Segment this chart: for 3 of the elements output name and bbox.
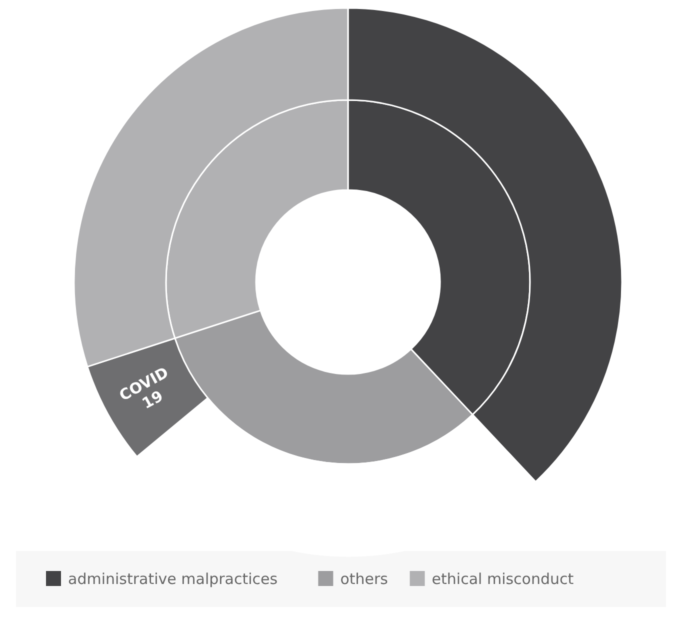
legend-label: others	[340, 570, 388, 588]
legend-label: ethical misconduct	[432, 570, 574, 588]
legend-label: administrative malpractices	[68, 570, 278, 588]
